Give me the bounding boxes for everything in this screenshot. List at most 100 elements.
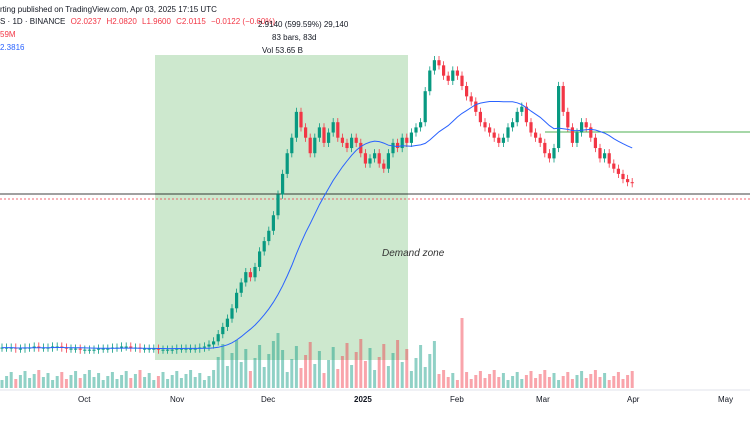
volume-bar — [60, 372, 64, 388]
candle-body — [607, 153, 611, 164]
candle-body — [442, 65, 446, 76]
candle-body — [83, 349, 87, 351]
volume-bar — [115, 379, 119, 388]
candle-body — [69, 348, 73, 350]
candle-body — [304, 127, 308, 138]
volume-bar — [423, 367, 427, 388]
volume-bar — [396, 340, 400, 388]
volume-bar — [313, 364, 317, 388]
candle-body — [534, 132, 538, 138]
volume-bar — [626, 375, 630, 388]
candle-body — [465, 86, 469, 97]
low-value: L1.9600 — [142, 17, 171, 26]
candle-body — [230, 308, 234, 319]
volume-bar — [23, 371, 27, 388]
volume-bar — [534, 378, 538, 388]
volume-bar — [616, 372, 620, 388]
candle-body — [373, 153, 377, 159]
x-label-dec: Dec — [261, 395, 276, 404]
candle-body — [156, 348, 160, 350]
volume-bar — [340, 356, 344, 388]
candle-body — [262, 241, 266, 252]
volume-bar — [221, 344, 225, 388]
volume-bar — [506, 380, 510, 388]
candle-body — [37, 346, 41, 348]
candle-body — [377, 153, 381, 164]
volume-bar — [294, 346, 298, 388]
volume-bar — [299, 368, 303, 388]
volume-bar — [18, 375, 22, 388]
volume-bar — [64, 379, 68, 388]
candle-body — [345, 142, 349, 149]
candle-body — [630, 182, 634, 184]
volume-bar — [455, 380, 459, 388]
candle-body — [455, 70, 459, 76]
candle-body — [276, 194, 280, 216]
volume-bar — [575, 375, 579, 388]
volume-bar — [235, 340, 239, 388]
close-value: C2.0115 — [176, 17, 206, 26]
published-text: rting published on TradingView.com, Apr … — [0, 5, 217, 14]
candle-body — [258, 251, 262, 267]
candle-body — [501, 137, 505, 143]
candle-body — [143, 348, 147, 350]
volume-bar — [414, 358, 418, 388]
candle-body — [575, 132, 579, 143]
volume-bar — [175, 371, 179, 388]
candle-body — [432, 60, 436, 71]
candle-body — [170, 349, 174, 351]
candle-body — [400, 137, 404, 149]
volume-bar — [225, 366, 229, 388]
candle-body — [308, 137, 312, 154]
volume-bar — [147, 373, 151, 388]
candle-body — [120, 346, 124, 348]
candle-body — [524, 106, 528, 123]
candle-body — [589, 127, 593, 138]
volume-bar — [336, 369, 340, 388]
candle-body — [368, 158, 372, 164]
candle-body — [566, 111, 570, 128]
candle-body — [396, 142, 400, 149]
candle-body — [189, 348, 193, 350]
candle-body — [207, 344, 211, 347]
volume-bar — [78, 378, 82, 388]
volume-bar — [133, 374, 137, 388]
candle-body — [152, 348, 156, 350]
ma-info: 2.3816 — [0, 43, 24, 53]
candle-body — [626, 179, 630, 183]
volume-bar — [630, 371, 634, 388]
volume-bar — [465, 372, 469, 388]
candle-body — [543, 142, 547, 154]
volume-bar — [327, 360, 331, 388]
volume-bar — [598, 377, 602, 388]
volume-bar — [322, 373, 326, 388]
candle-body — [529, 122, 533, 133]
candle-body — [593, 137, 597, 149]
candle-body — [584, 122, 588, 128]
candle-body — [248, 272, 252, 278]
volume-bar — [216, 357, 220, 388]
volume-bar — [552, 373, 556, 388]
volume-bar — [437, 374, 441, 388]
volume-bar — [373, 370, 377, 388]
candle-body — [193, 348, 197, 350]
candle-body — [322, 127, 326, 143]
candle-body — [147, 348, 151, 350]
volume-bar — [304, 355, 308, 388]
volume-bar — [363, 361, 367, 388]
volume-bar — [202, 380, 206, 388]
published-info: rting published on TradingView.com, Apr … — [0, 5, 217, 15]
volume-bar — [152, 380, 156, 388]
candle-body — [469, 96, 473, 102]
volume-bar — [69, 375, 73, 388]
x-label-2025: 2025 — [354, 395, 372, 404]
moving-average-line — [2, 101, 633, 350]
volume-bar — [0, 380, 4, 388]
candle-body — [478, 111, 482, 123]
x-label-may: May — [718, 395, 734, 404]
candle-body — [74, 348, 78, 350]
candle-body — [382, 163, 386, 169]
volume-bar — [239, 362, 243, 388]
